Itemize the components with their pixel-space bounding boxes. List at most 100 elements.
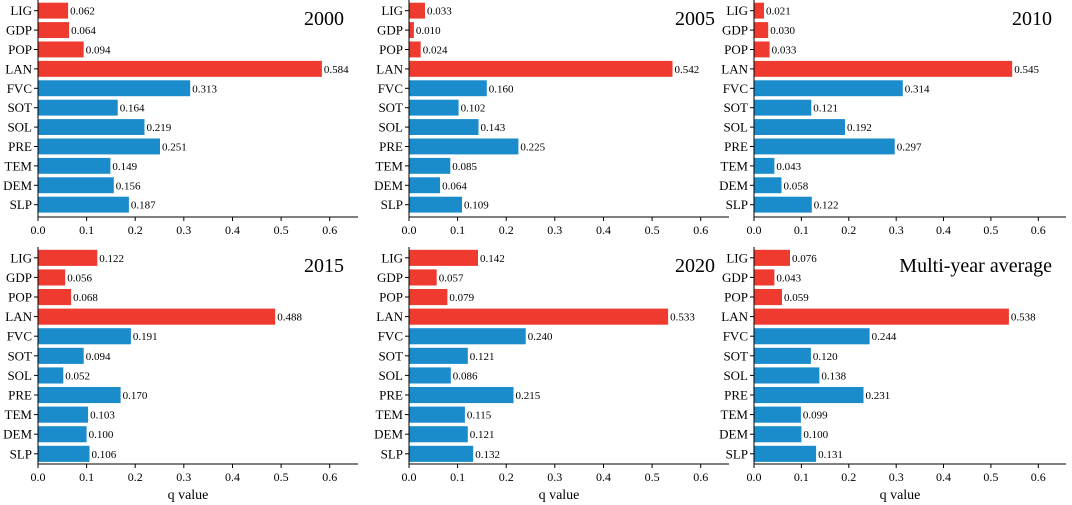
value-label: 0.115: [467, 410, 492, 422]
category-label: SLP: [10, 446, 32, 461]
x-tick-label: 0.3: [889, 470, 904, 484]
value-label: 0.121: [470, 351, 495, 363]
category-label: TEM: [5, 407, 33, 422]
value-label: 0.079: [449, 292, 474, 304]
value-label: 0.192: [847, 122, 872, 134]
value-label: 0.231: [866, 390, 891, 402]
value-label: 0.064: [71, 25, 96, 37]
bar-gdp: [409, 22, 414, 38]
value-label: 0.094: [86, 351, 111, 363]
value-label: 0.142: [480, 253, 505, 265]
category-label: FVC: [378, 329, 403, 344]
category-label: POP: [8, 290, 32, 305]
value-label: 0.149: [112, 161, 137, 173]
bar-pop: [38, 289, 72, 306]
value-label: 0.314: [905, 83, 930, 95]
bar-lig: [38, 249, 98, 266]
value-label: 0.059: [784, 292, 809, 304]
value-label: 0.313: [192, 83, 217, 95]
value-label: 0.240: [528, 331, 553, 343]
bar-pre: [754, 387, 864, 404]
category-label: TEM: [5, 158, 33, 173]
category-label: SOL: [378, 368, 403, 383]
x-tick-label: 0.5: [274, 470, 289, 484]
bar-dem: [38, 426, 87, 443]
x-tick-label: 0.6: [693, 470, 708, 484]
bar-sol: [409, 367, 451, 384]
panel-title: 2020: [675, 255, 715, 277]
category-label: TEM: [721, 158, 749, 173]
value-label: 0.010: [416, 25, 441, 37]
x-tick-label: 0.5: [983, 470, 998, 484]
category-label: SOL: [7, 368, 32, 383]
category-label: SOT: [723, 100, 748, 115]
value-label: 0.538: [1011, 312, 1036, 324]
bar-fvc: [38, 328, 131, 345]
category-label: POP: [379, 290, 403, 305]
x-tick-label: 0.4: [225, 223, 240, 237]
category-label: SLP: [10, 197, 32, 212]
value-label: 0.122: [99, 253, 124, 265]
category-label: TEM: [376, 407, 404, 422]
x-tick-label: 0.2: [128, 223, 143, 237]
value-label: 0.251: [162, 142, 187, 154]
x-tick-label: 0.0: [31, 470, 46, 484]
value-label: 0.102: [461, 103, 486, 115]
x-tick-label: 0.6: [693, 223, 708, 237]
category-label: SOT: [378, 348, 403, 363]
value-label: 0.120: [813, 351, 838, 363]
x-axis-title: q value: [168, 488, 209, 503]
x-tick-label: 0.5: [645, 470, 660, 484]
panel-title: 2010: [1012, 8, 1052, 30]
category-label: SOL: [723, 120, 748, 135]
x-tick-label: 0.2: [128, 470, 143, 484]
bar-pre: [38, 387, 121, 404]
x-axis-title: q value: [539, 488, 580, 503]
bar-lan: [409, 308, 669, 325]
panel-title: Multi-year average: [899, 255, 1052, 277]
category-label: SLP: [381, 446, 403, 461]
category-label: SOT: [7, 100, 32, 115]
bar-gdp: [38, 22, 70, 38]
bar-gdp: [409, 269, 437, 286]
category-label: DEM: [719, 178, 748, 193]
bar-pre: [409, 138, 519, 155]
x-tick-label: 0.6: [322, 470, 337, 484]
category-label: POP: [8, 42, 32, 57]
bar-lan: [409, 60, 673, 77]
x-tick-label: 0.2: [499, 470, 514, 484]
category-label: LIG: [10, 250, 32, 265]
x-tick-label: 0.6: [322, 223, 337, 237]
category-label: GDP: [6, 23, 32, 38]
category-label: FVC: [7, 329, 32, 344]
value-label: 0.488: [277, 312, 302, 324]
x-tick-label: 0.1: [794, 223, 809, 237]
category-label: FVC: [723, 81, 748, 96]
value-label: 0.024: [423, 45, 448, 57]
x-tick-label: 0.0: [747, 470, 762, 484]
x-tick-label: 0.5: [983, 223, 998, 237]
value-label: 0.021: [766, 6, 791, 18]
bar-slp: [754, 196, 812, 213]
bar-lig: [409, 2, 425, 19]
bar-pre: [409, 387, 514, 404]
chart-panel-1: 0.062 LIG 0.064 GDP 0.094 POP 0.584 LAN 0.313 FVC…: [3, 0, 358, 237]
x-tick-label: 0.1: [450, 470, 465, 484]
x-tick-label: 0.3: [547, 470, 562, 484]
category-label: LAN: [5, 309, 32, 324]
chart-panel-6: 0.076 LIG 0.043 GDP 0.059 POP 0.538 LAN 0.244 FVC…: [719, 247, 1066, 503]
value-label: 0.100: [89, 429, 114, 441]
category-label: FVC: [378, 81, 403, 96]
category-label: PRE: [8, 139, 32, 154]
value-label: 0.085: [452, 161, 477, 173]
bar-dem: [754, 426, 802, 443]
value-label: 0.068: [73, 292, 98, 304]
value-label: 0.164: [120, 103, 145, 115]
x-tick-label: 0.2: [841, 223, 856, 237]
x-tick-label: 0.5: [274, 223, 289, 237]
category-label: TEM: [376, 158, 404, 173]
value-label: 0.064: [442, 180, 467, 192]
x-tick-label: 0.4: [596, 470, 611, 484]
category-label: DEM: [374, 178, 403, 193]
value-label: 0.099: [803, 410, 828, 422]
